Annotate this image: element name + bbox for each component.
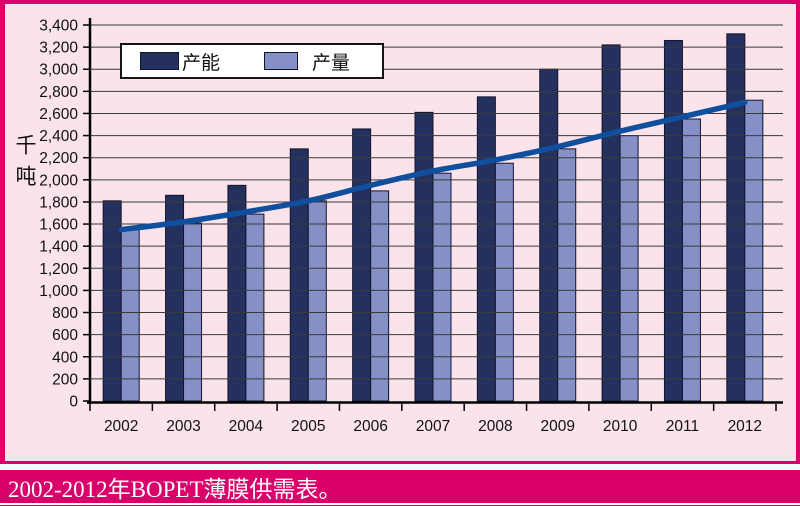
- y-tick-label: 1,800: [39, 194, 78, 211]
- y-tick-label: 2,000: [39, 172, 78, 189]
- y-tick-label: 1,600: [39, 217, 78, 234]
- x-tick-label: 2003: [166, 418, 200, 435]
- bar-capacity-2004: [227, 184, 247, 402]
- bar-capacity-2007: [414, 111, 434, 402]
- chart-legend: 产能 产量: [120, 43, 384, 79]
- y-tick-label: 600: [52, 327, 78, 344]
- bar-capacity-2005: [289, 148, 309, 402]
- bar-output-2011: [681, 118, 701, 402]
- y-axis-title: 千吨: [13, 134, 36, 196]
- x-tick-label: 2005: [291, 418, 325, 435]
- y-tick-label: 1,000: [39, 283, 78, 300]
- y-tick-label: 2,200: [39, 150, 78, 167]
- bar-capacity-2002: [102, 200, 122, 402]
- x-tick-label: 2006: [353, 418, 387, 435]
- y-tick-label: 1,400: [39, 239, 78, 256]
- y-tick-label: 400: [52, 349, 78, 366]
- x-tick-label: 2007: [416, 418, 450, 435]
- bar-output-2003: [183, 222, 203, 402]
- output-legend-swatch: [264, 52, 299, 70]
- caption-text: 2002-2012年BOPET薄膜供需表。: [8, 476, 342, 502]
- x-tick-label: 2009: [540, 418, 574, 435]
- bar-output-2007: [432, 172, 452, 402]
- bar-capacity-2008: [476, 96, 496, 402]
- y-tick-label: 3,000: [39, 62, 78, 79]
- bottom-divider-line: [0, 503, 800, 505]
- bar-capacity-2009: [539, 68, 559, 402]
- y-tick-label: 2,400: [39, 128, 78, 145]
- x-tick-label: 2002: [104, 418, 138, 435]
- caption-bar: 2002-2012年BOPET薄膜供需表。: [0, 470, 800, 503]
- y-tick-label: 200: [52, 371, 78, 388]
- y-tick-label: 3,200: [39, 40, 78, 57]
- bar-output-2009: [557, 148, 577, 402]
- y-tick-label: 0: [69, 394, 78, 411]
- capacity-legend-swatch: [140, 52, 179, 70]
- bar-output-2006: [370, 190, 390, 402]
- capacity-legend-label: 产能: [182, 52, 221, 74]
- bar-capacity-2012: [726, 33, 746, 402]
- y-tick-label: 800: [52, 305, 78, 322]
- x-tick-label: 2011: [666, 418, 699, 435]
- chart-panel: 0 200 400 600 800 1,000 1,200 1,400 1,600 1,800 2,…: [5, 4, 796, 461]
- bar-capacity-2006: [352, 128, 372, 402]
- trend-line: [118, 99, 748, 233]
- y-tick-label: 3,400: [39, 18, 78, 35]
- bar-capacity-2010: [601, 44, 621, 402]
- x-tick-label: 2012: [728, 418, 762, 435]
- bar-output-2005: [307, 200, 327, 402]
- bar-output-2004: [245, 213, 265, 402]
- bar-output-2012: [744, 99, 764, 402]
- bar-output-2002: [120, 229, 140, 402]
- bar-capacity-2011: [663, 39, 683, 402]
- output-legend-label: 产量: [312, 52, 351, 74]
- divider-line: [0, 464, 800, 470]
- x-tick-label: 2010: [603, 418, 638, 435]
- bar-output-2008: [494, 162, 514, 402]
- x-tick-label: 2008: [478, 418, 512, 435]
- y-tick-label: 2,600: [39, 106, 78, 123]
- bar-chart: 0 200 400 600 800 1,000 1,200 1,400 1,600 1,800 2,…: [39, 18, 783, 435]
- y-tick-label: 2,800: [39, 84, 78, 101]
- x-tick-label: 2004: [229, 418, 264, 435]
- y-tick-label: 1,200: [39, 261, 78, 278]
